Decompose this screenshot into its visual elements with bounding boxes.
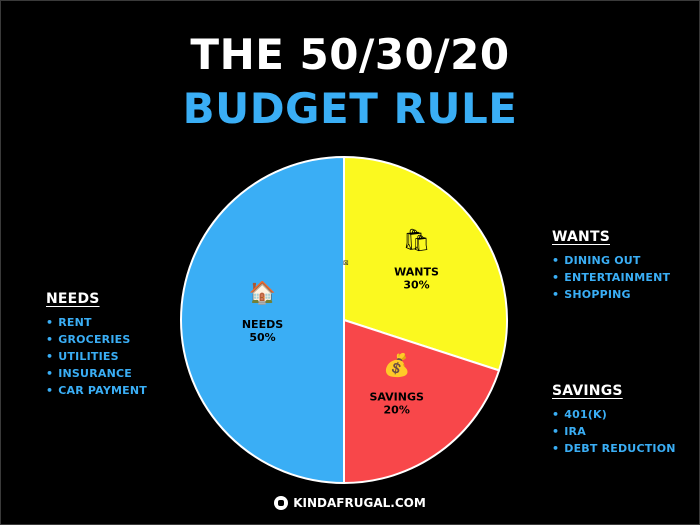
bullet-icon: • xyxy=(46,384,54,397)
legend-item-label: DEBT REDUCTION xyxy=(564,442,676,455)
pie-slices xyxy=(180,155,508,485)
slice-value-savings: 20% xyxy=(384,404,410,417)
legend-needs-item: • CAR PAYMENT xyxy=(46,385,147,397)
legend-needs-title: NEEDS xyxy=(46,291,100,307)
legend-item-label: SHOPPING xyxy=(564,288,631,301)
legend-wants-list: • DINING OUT • ENTERTAINMENT • SHOPPING xyxy=(552,255,670,301)
legend-needs: NEEDS • RENT • GROCERIES • UTILITIES • INSURANC… xyxy=(46,291,147,402)
legend-item-label: RENT xyxy=(58,316,92,329)
pie-slice-needs xyxy=(180,155,345,485)
slice-label-savings: SAVINGS xyxy=(369,391,424,404)
legend-wants-item: • SHOPPING xyxy=(552,289,670,301)
money-bag-icon: 💰 xyxy=(383,353,410,379)
legend-item-label: IRA xyxy=(564,425,586,438)
pie-slice-savings xyxy=(343,318,501,485)
legend-wants-item: • DINING OUT xyxy=(552,255,670,267)
slice-value-wants: 30% xyxy=(403,278,429,291)
legend-needs-item: • INSURANCE xyxy=(46,368,147,380)
legend-savings-item: • 401(K) xyxy=(552,409,676,421)
bullet-icon: • xyxy=(552,288,560,301)
legend-savings-list: • 401(K) • IRA • DEBT REDUCTION xyxy=(552,409,676,455)
legend-wants-title: WANTS xyxy=(552,229,610,245)
shopping-bags-icon: 🛍 xyxy=(403,228,431,253)
legend-wants: WANTS • DINING OUT • ENTERTAINMENT • SHOPPING xyxy=(552,229,670,306)
chart-marker-icon: ⊠ xyxy=(343,259,349,267)
bullet-icon: • xyxy=(552,254,560,267)
bullet-icon: • xyxy=(552,408,560,421)
footer-text: KINDAFRUGAL.COM xyxy=(293,496,426,510)
bullet-icon: • xyxy=(46,316,54,329)
legend-needs-item: • GROCERIES xyxy=(46,334,147,346)
legend-item-label: ENTERTAINMENT xyxy=(564,271,671,284)
slice-label-wants: WANTS xyxy=(394,265,439,278)
legend-savings: SAVINGS • 401(K) • IRA • DEBT REDUCTION xyxy=(552,383,676,460)
pie-slice-wants xyxy=(343,155,508,372)
bullet-icon: • xyxy=(46,350,54,363)
legend-savings-item: • DEBT REDUCTION xyxy=(552,443,676,455)
bullet-icon: • xyxy=(552,271,560,284)
slice-label-needs: NEEDS xyxy=(242,318,283,331)
legend-savings-item: • IRA xyxy=(552,426,676,438)
legend-needs-item: • UTILITIES xyxy=(46,351,147,363)
legend-item-label: UTILITIES xyxy=(58,350,119,363)
title-line-2: BUDGET RULE xyxy=(182,84,518,133)
bullet-icon: • xyxy=(46,333,54,346)
bullet-icon: • xyxy=(552,442,560,455)
legend-needs-list: • RENT • GROCERIES • UTILITIES • INSURANCE • CAR … xyxy=(46,317,147,397)
legend-savings-title: SAVINGS xyxy=(552,383,623,399)
legend-item-label: INSURANCE xyxy=(58,367,132,380)
legend-needs-item: • RENT xyxy=(46,317,147,329)
legend-item-label: CAR PAYMENT xyxy=(58,384,147,397)
legend-wants-item: • ENTERTAINMENT xyxy=(552,272,670,284)
legend-item-label: DINING OUT xyxy=(564,254,641,267)
title-line-1: THE 50/30/20 xyxy=(190,30,510,79)
footer: KINDAFRUGAL.COM xyxy=(0,496,700,510)
legend-item-label: 401(K) xyxy=(564,408,607,421)
kindafrugal-logo-icon xyxy=(274,496,289,510)
legend-item-label: GROCERIES xyxy=(58,333,131,346)
bullet-icon: • xyxy=(552,425,560,438)
house-icon: 🏠 xyxy=(249,280,276,306)
bullet-icon: • xyxy=(46,367,54,380)
slice-value-needs: 50% xyxy=(249,331,275,344)
